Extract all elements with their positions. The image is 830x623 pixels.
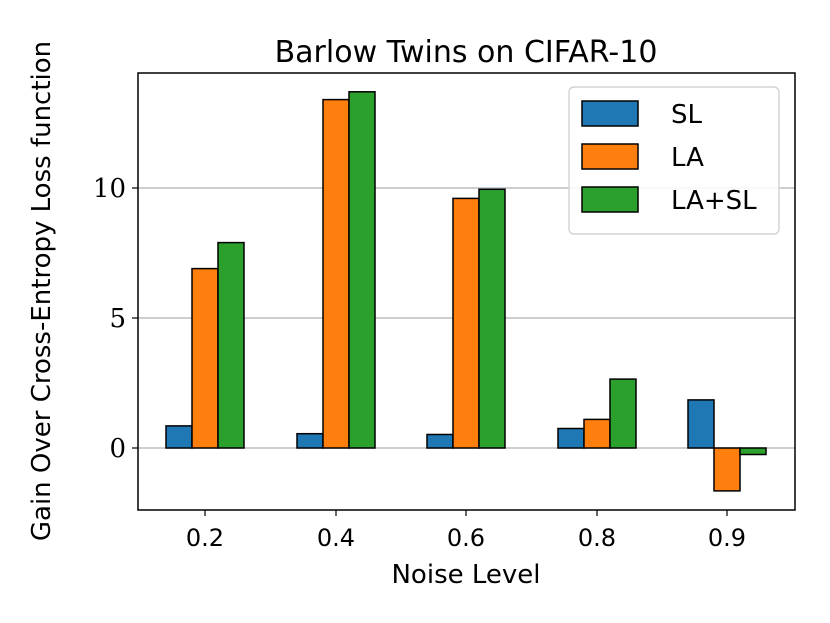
legend-swatch-sl [581, 100, 639, 127]
bar-la-0-6 [452, 197, 480, 449]
x-tick-label: 0.6 [447, 524, 485, 552]
bar-la-0-8 [583, 418, 611, 449]
legend-label: LA [671, 143, 704, 173]
x-tick-label: 0.4 [317, 524, 355, 552]
bar-la-0-2 [191, 267, 219, 449]
bar-la-0-9 [713, 447, 741, 492]
x-tick-label: 0.2 [186, 524, 224, 552]
bar-sl-0-2 [165, 425, 193, 449]
legend-label: SL [671, 100, 703, 130]
legend: SL LA LA+SL [568, 86, 780, 235]
bar-la-sl-0-8 [609, 378, 637, 449]
x-axis-label: Noise Level [391, 560, 540, 590]
bar-la-sl-0-4 [348, 91, 376, 449]
bar-la-sl-0-2 [217, 241, 245, 449]
bar-sl-0-8 [557, 427, 585, 449]
y-tick-label: 5 [109, 304, 126, 334]
bar-sl-0-6 [426, 433, 454, 449]
x-ticks: 0.2 0.4 0.6 0.8 0.9 [186, 510, 746, 552]
chart-title: Barlow Twins on CIFAR-10 [275, 35, 658, 70]
x-tick-label: 0.8 [578, 524, 616, 552]
y-ticks: 0 5 10 [93, 174, 138, 464]
y-axis-label: Gain Over Cross-Entropy Loss function [27, 41, 57, 541]
legend-swatch-la [581, 143, 639, 170]
y-tick-label: 10 [93, 174, 126, 204]
legend-label: LA+SL [671, 186, 757, 216]
bar-la-sl-0-9 [739, 447, 767, 456]
y-tick-label: 0 [109, 434, 126, 464]
bar-la-0-4 [322, 98, 350, 449]
legend-swatch-la-sl [581, 186, 639, 213]
bar-sl-0-9 [687, 399, 715, 449]
bar-sl-0-4 [296, 432, 324, 449]
bar-la-sl-0-6 [478, 188, 506, 449]
bars-group [165, 91, 767, 492]
x-tick-label: 0.9 [708, 524, 746, 552]
